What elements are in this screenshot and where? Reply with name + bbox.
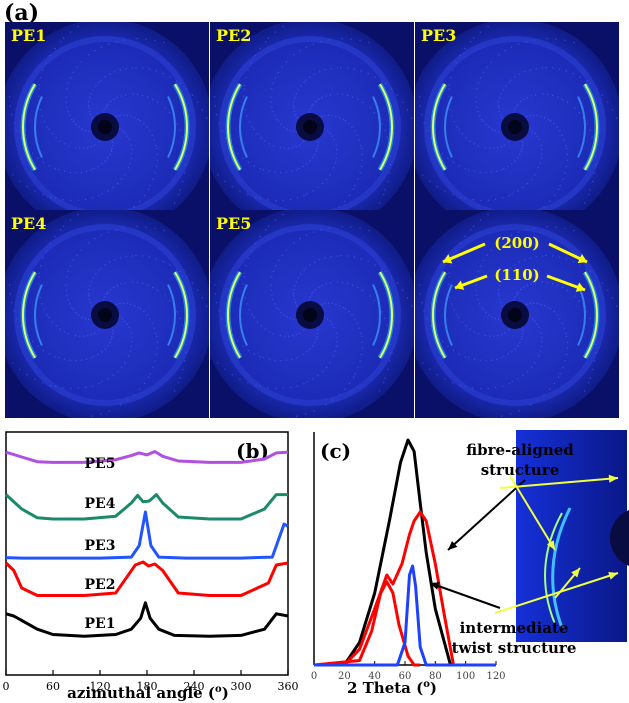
plot-frame bbox=[5, 431, 289, 676]
annotation-arrow bbox=[429, 582, 501, 609]
x-tick-label: 120 bbox=[486, 671, 505, 682]
reflection-arc-110 bbox=[444, 96, 453, 158]
x-tick-label: 180 bbox=[137, 680, 158, 693]
series-pe3 bbox=[5, 510, 289, 560]
inset-pattern bbox=[516, 430, 629, 642]
azimuthal-profile-chart: 0 60 120 180 240 300 360(b)azimuthal angle (o)… bbox=[3, 431, 299, 702]
x-tick-label: 20 bbox=[338, 671, 351, 682]
panel-a-label: (a) bbox=[4, 0, 40, 26]
saxs-sample-label: PE4 bbox=[11, 214, 47, 233]
x-tick-label: 0 bbox=[3, 680, 10, 693]
series-label-pe4: PE4 bbox=[85, 496, 116, 512]
miller-index-110: (110) bbox=[494, 266, 540, 284]
annotation-arrow bbox=[499, 477, 619, 489]
x-tick-label: 240 bbox=[184, 680, 205, 693]
x-tick-label: 60 bbox=[399, 671, 412, 682]
saxs-sample-label: PE3 bbox=[421, 26, 457, 45]
x-tick-label: 100 bbox=[456, 671, 475, 682]
saxs-pattern-5: PE5 bbox=[210, 210, 414, 418]
reflection-arc-110 bbox=[444, 284, 453, 346]
series-pe2 bbox=[4, 560, 289, 597]
series-blue-3 bbox=[314, 564, 496, 667]
x-tick-label: 40 bbox=[368, 671, 381, 682]
annotation-intermediate-twist: intermediate twist structure bbox=[452, 619, 577, 657]
two-theta-profile-chart: 0 20 40 60 80 100 120 (c) 2 Theta (o) fibre-align… bbox=[311, 430, 629, 697]
series-pe4 bbox=[4, 493, 288, 521]
reflection-arc-110 bbox=[34, 284, 43, 346]
saxs-pattern-3: PE3 bbox=[415, 22, 619, 210]
series-pe1 bbox=[5, 601, 289, 638]
saxs-pattern-2: PE2 bbox=[210, 22, 414, 210]
annotation-arrow bbox=[494, 572, 619, 614]
series-red-2 bbox=[313, 580, 421, 667]
x-tick-label: 300 bbox=[231, 680, 252, 693]
x-axis-label: azimuthal angle (o) bbox=[67, 684, 229, 702]
saxs-sample-label: PE1 bbox=[11, 26, 47, 45]
x-tick-label: 0 bbox=[311, 671, 317, 682]
annotation-fibre-aligned: fibre-aligned structure bbox=[466, 441, 574, 479]
series-black-0 bbox=[314, 438, 452, 667]
saxs-pattern-1: PE1 bbox=[5, 22, 209, 210]
series-label-pe3: PE3 bbox=[85, 538, 116, 554]
series-label-pe1: PE1 bbox=[85, 616, 116, 632]
saxs-sample-label: PE2 bbox=[216, 26, 252, 45]
saxs-sample-label: PE5 bbox=[216, 214, 252, 233]
reflection-arc-110 bbox=[34, 96, 43, 158]
x-axis-label: 2 Theta (o) bbox=[347, 679, 437, 697]
saxs-pattern-4: PE4 bbox=[5, 210, 209, 418]
panel-c-label: (c) bbox=[320, 439, 351, 463]
reflection-arc-110 bbox=[372, 96, 381, 158]
annotation-arrow bbox=[509, 475, 556, 551]
series-label-pe2: PE2 bbox=[85, 577, 116, 593]
x-tick-label: 60 bbox=[46, 680, 60, 693]
saxs-pattern-6: (200) (110) bbox=[415, 210, 619, 418]
series-pe5 bbox=[5, 450, 289, 464]
annotation-arrow bbox=[447, 479, 526, 551]
reflection-arc-110 bbox=[239, 96, 248, 158]
reflection-arc-110 bbox=[167, 96, 176, 158]
reflection-arc-110 bbox=[239, 284, 248, 346]
reflection-arc-110 bbox=[167, 284, 176, 346]
x-tick-label: 120 bbox=[90, 680, 111, 693]
x-tick-label: 360 bbox=[278, 680, 299, 693]
reflection-arc-110 bbox=[372, 284, 381, 346]
miller-index-200: (200) bbox=[494, 234, 540, 252]
series-label-pe5: PE5 bbox=[85, 456, 116, 472]
reflection-arc-110 bbox=[577, 96, 586, 158]
x-tick-label: 80 bbox=[429, 671, 442, 682]
series-red-1 bbox=[314, 510, 455, 667]
